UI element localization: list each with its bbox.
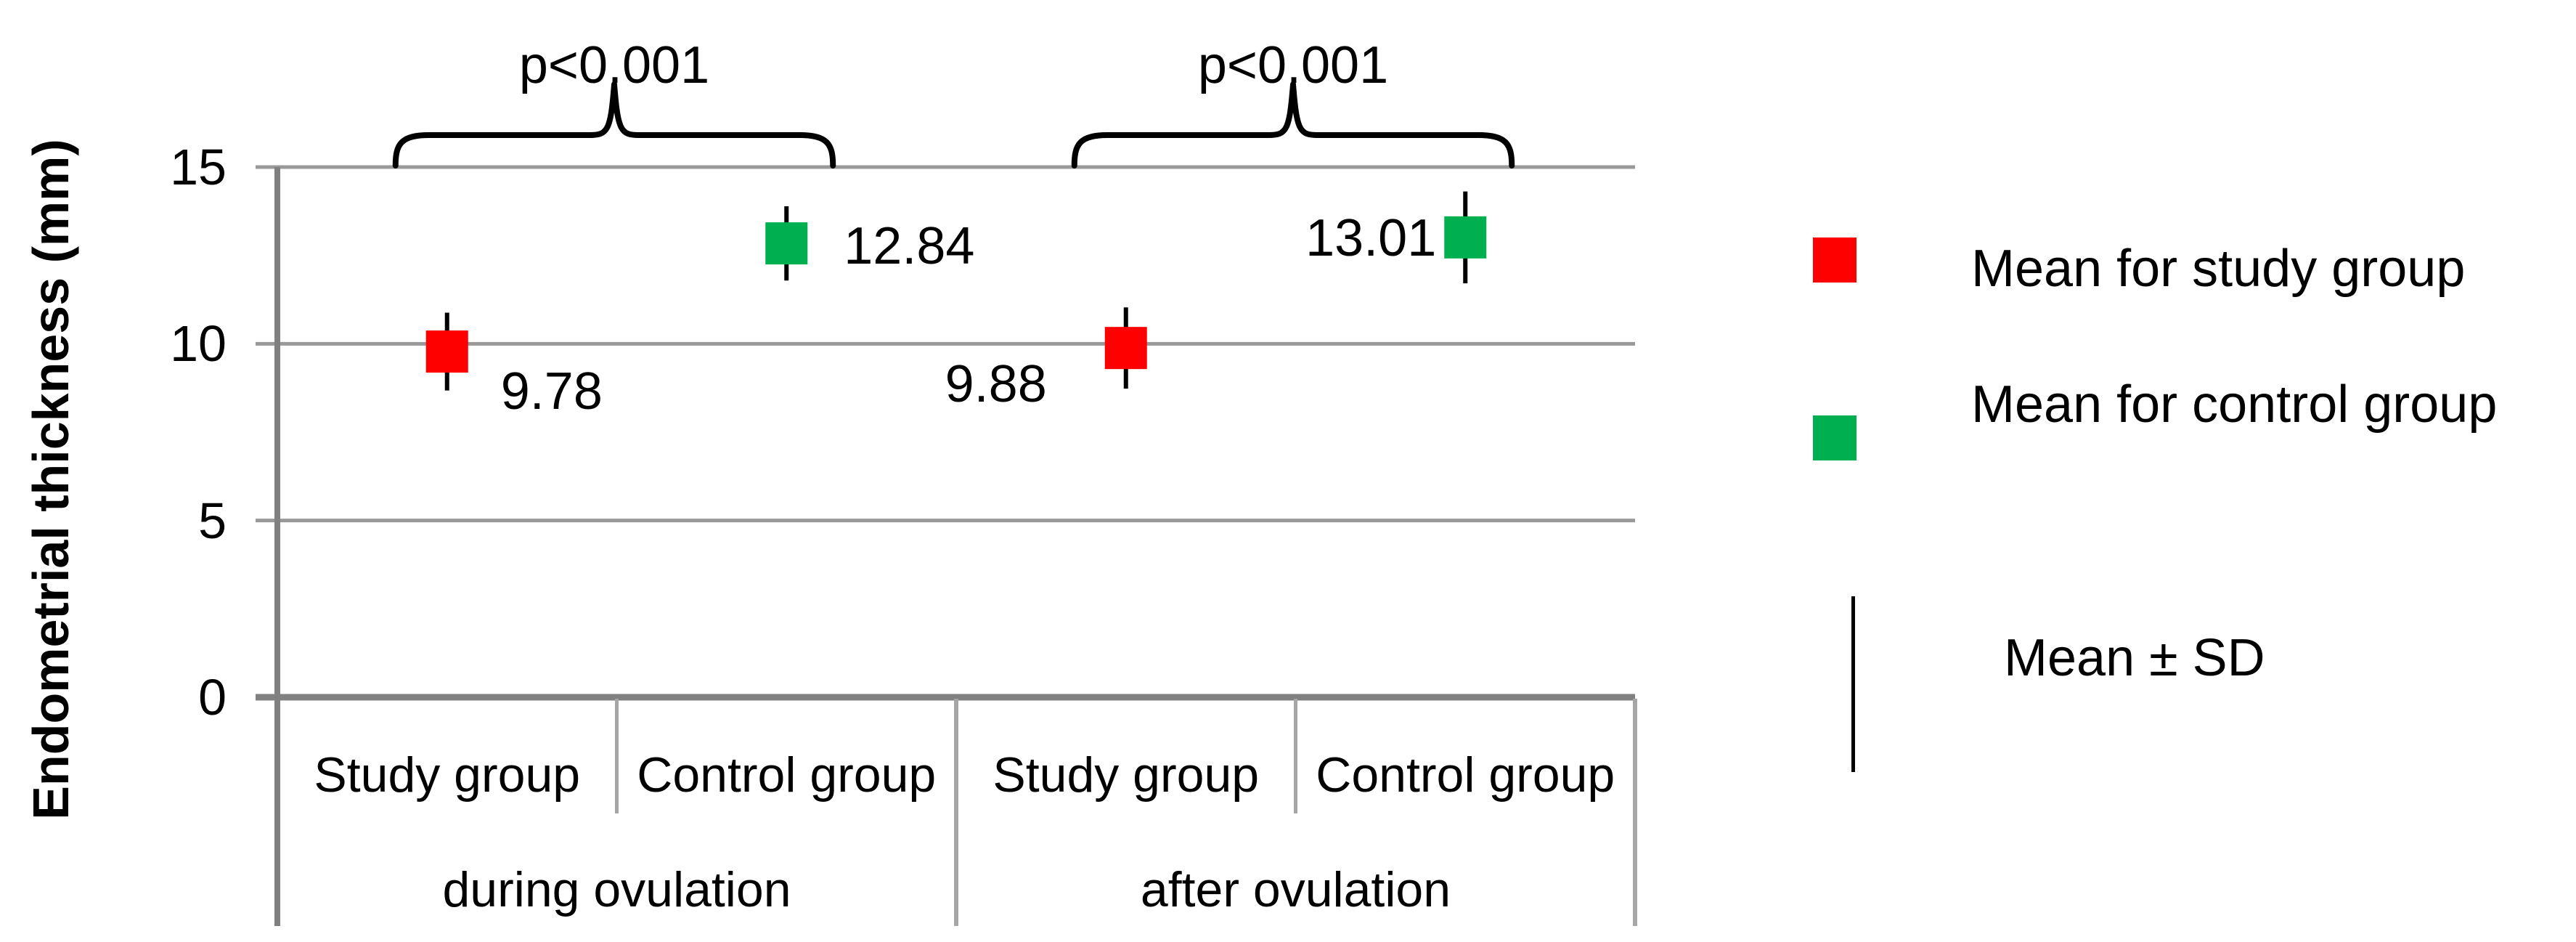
legend-label-control-group: Mean for control group (1971, 375, 2498, 434)
category-label-1: Control group (637, 747, 937, 803)
ytick-label-0: 0 (198, 669, 227, 726)
group-label-1: after ovulation (1140, 862, 1451, 917)
category-label-2: Study group (993, 747, 1260, 803)
significance-brace-0 (392, 81, 836, 168)
y-axis-title: Endometrial thickness (mm) (23, 139, 79, 820)
ytick-label-10: 10 (170, 315, 227, 373)
marker-control-3 (1444, 216, 1487, 259)
group-label-0: during ovulation (442, 862, 791, 917)
data-label-9.88: 9.88 (945, 355, 1047, 414)
marker-study-2 (1104, 327, 1147, 370)
legend-label-mean-sd: Mean ± SD (2004, 629, 2265, 687)
data-label-12.84: 12.84 (844, 217, 975, 276)
data-label-9.78: 9.78 (500, 362, 603, 421)
legend-swatch-control-group (1813, 415, 1856, 460)
marker-study-0 (425, 330, 468, 373)
legend-label-study-group: Mean for study group (1971, 240, 2466, 298)
ytick-label-15: 15 (170, 138, 227, 195)
p-value-annotation-0: p<0.001 (518, 36, 710, 94)
legend-errorbar-line-icon (1851, 596, 1855, 772)
ytick-label-5: 5 (198, 492, 227, 549)
category-label-0: Study group (314, 747, 581, 803)
marker-control-1 (765, 222, 808, 265)
category-label-3: Control group (1316, 747, 1615, 803)
data-label-13.01: 13.01 (1305, 208, 1437, 267)
p-value-annotation-1: p<0.001 (1197, 36, 1389, 94)
legend-swatch-study-group (1813, 237, 1856, 283)
significance-brace-1 (1071, 81, 1515, 168)
